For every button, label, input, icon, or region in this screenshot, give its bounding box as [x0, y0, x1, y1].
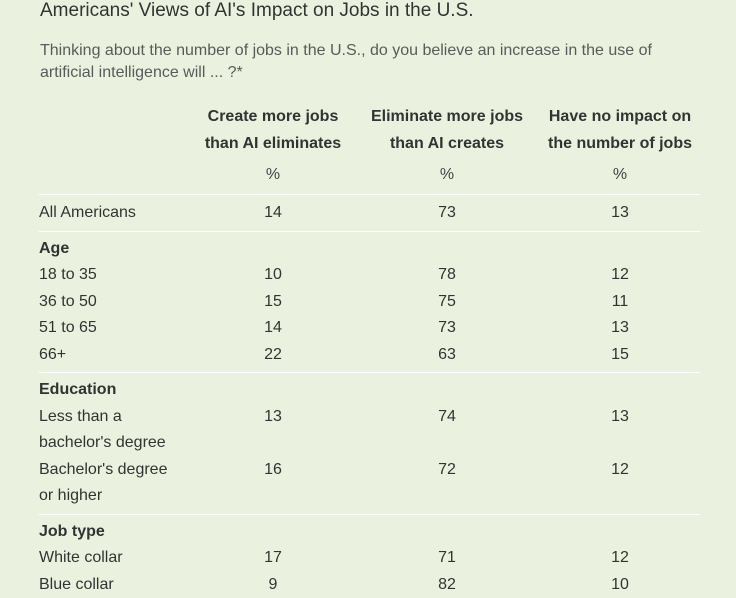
value-create: 17: [193, 545, 353, 572]
value-eliminate: 71: [363, 545, 531, 572]
table-row: 51 to 65 14 73 13: [30, 315, 700, 342]
section-heading-age: Age: [39, 236, 189, 263]
value-no-impact: 10: [538, 572, 702, 598]
row-label: Blue collar: [39, 572, 189, 598]
table-row: Less than a bachelor's degree 13 74 13: [30, 404, 700, 457]
value-eliminate: 82: [363, 572, 531, 598]
value-no-impact: 13: [538, 200, 702, 227]
unit-label: %: [193, 164, 353, 186]
table-row: 36 to 50 15 75 11: [30, 289, 700, 316]
section-heading-job-type: Job type: [39, 519, 189, 546]
value-eliminate: 63: [363, 342, 531, 369]
value-no-impact: 15: [538, 342, 702, 369]
value-create: 16: [193, 457, 353, 484]
table-row: White collar 17 71 12: [30, 545, 700, 572]
results-table: Create more jobs than AI eliminates Elim…: [30, 103, 700, 598]
table-row: 66+ 22 63 15: [30, 342, 700, 369]
value-eliminate: 73: [363, 315, 531, 342]
row-label: All Americans: [39, 200, 189, 227]
row-label-line2: or higher: [39, 483, 189, 510]
value-create: 9: [193, 572, 353, 598]
table-row: 18 to 35 10 78 12: [30, 262, 700, 289]
value-create: 14: [193, 315, 353, 342]
survey-question: Thinking about the number of jobs in the…: [40, 40, 690, 84]
row-label: Bachelor's degree or higher: [39, 457, 189, 510]
value-no-impact: 13: [538, 315, 702, 342]
unit-row: % % %: [30, 156, 700, 194]
value-eliminate: 78: [363, 262, 531, 289]
section-heading-row: Age: [30, 236, 700, 263]
value-create: 22: [193, 342, 353, 369]
row-label: Less than a bachelor's degree: [39, 404, 189, 457]
column-header-eliminate: Eliminate more jobs than AI creates: [363, 103, 531, 157]
unit-label: %: [363, 164, 531, 186]
value-no-impact: 12: [538, 545, 702, 572]
row-label-line2: bachelor's degree: [39, 430, 189, 457]
column-header-no-impact-line1: Have no impact on: [538, 103, 702, 130]
column-header-eliminate-line1: Eliminate more jobs: [363, 103, 531, 130]
column-header-create-line1: Create more jobs: [193, 103, 353, 130]
column-header-eliminate-line2: than AI creates: [363, 130, 531, 157]
table-row: Blue collar 9 82 10: [30, 572, 700, 598]
column-header-create: Create more jobs than AI eliminates: [193, 103, 353, 157]
value-eliminate: 75: [363, 289, 531, 316]
column-header-create-line2: than AI eliminates: [193, 130, 353, 157]
unit-label: %: [538, 164, 702, 186]
value-create: 15: [193, 289, 353, 316]
value-eliminate: 73: [363, 200, 531, 227]
value-no-impact: 13: [538, 404, 702, 431]
value-no-impact: 12: [538, 262, 702, 289]
value-eliminate: 74: [363, 404, 531, 431]
value-create: 14: [193, 200, 353, 227]
row-label: White collar: [39, 545, 189, 572]
value-create: 13: [193, 404, 353, 431]
section-heading-row: Education: [30, 377, 700, 404]
section-heading-row: Job type: [30, 519, 700, 546]
column-header-row: Create more jobs than AI eliminates Elim…: [30, 103, 700, 156]
page-title: Americans' Views of AI's Impact on Jobs …: [40, 0, 474, 22]
row-label: 18 to 35: [39, 262, 189, 289]
value-eliminate: 72: [363, 457, 531, 484]
table-row: All Americans 14 73 13: [30, 200, 700, 227]
row-label-line1: Bachelor's degree: [39, 457, 189, 484]
value-no-impact: 12: [538, 457, 702, 484]
table-row: Bachelor's degree or higher 16 72 12: [30, 457, 700, 510]
column-header-no-impact: Have no impact on the number of jobs: [538, 103, 702, 157]
column-header-no-impact-line2: the number of jobs: [538, 130, 702, 157]
row-label: 66+: [39, 342, 189, 369]
section-heading-education: Education: [39, 377, 189, 404]
row-label: 51 to 65: [39, 315, 189, 342]
row-label: 36 to 50: [39, 289, 189, 316]
row-label-line1: Less than a: [39, 404, 189, 431]
value-no-impact: 11: [538, 289, 702, 316]
value-create: 10: [193, 262, 353, 289]
